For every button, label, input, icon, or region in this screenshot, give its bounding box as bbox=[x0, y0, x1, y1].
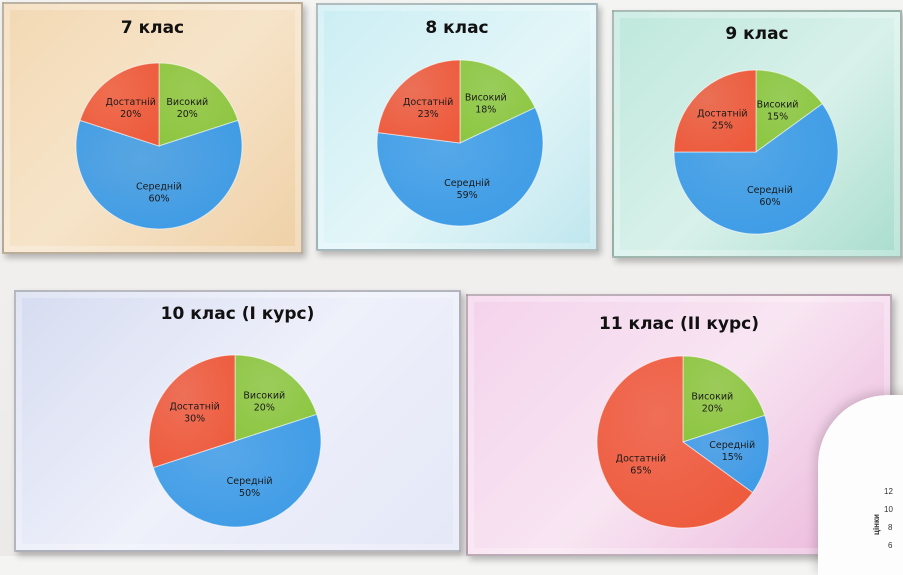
pie-slice-red bbox=[148, 354, 236, 469]
chart-title: 7 клас bbox=[120, 18, 185, 38]
slice-label: Достатній bbox=[616, 453, 666, 464]
slice-value-label: 60% bbox=[759, 197, 780, 208]
pie-card-grade-7: 7 клас Високий 20% Середній 60% Достатній 20% bbox=[2, 2, 303, 254]
slice-label: Достатній bbox=[169, 402, 219, 413]
chart-title: 9 клас bbox=[725, 24, 789, 44]
pie-slice-blue bbox=[376, 106, 544, 227]
pie-slice-red bbox=[377, 59, 461, 144]
slice-label: Високий bbox=[691, 392, 733, 403]
slice-label: Середній bbox=[444, 178, 490, 189]
pie-card-grade-10: 10 клас (І курс) Високий 20% Середній 50% До… bbox=[14, 290, 461, 552]
y-tick-label: 8 bbox=[888, 523, 893, 532]
pie-slice-blue bbox=[681, 414, 770, 494]
slice-value-label: 15% bbox=[722, 452, 743, 463]
slice-label: Достатній bbox=[106, 97, 156, 108]
pie-slice-green bbox=[682, 355, 766, 443]
slice-value-label: 20% bbox=[177, 109, 198, 120]
slice-value-label: 15% bbox=[767, 112, 788, 123]
slice-value-label: 50% bbox=[239, 488, 260, 499]
slice-value-label: 20% bbox=[120, 109, 141, 120]
slice-value-label: 30% bbox=[184, 414, 205, 425]
pie-slice-green bbox=[755, 69, 824, 153]
slice-label: Достатній bbox=[697, 108, 747, 119]
slice-value-label: 20% bbox=[702, 404, 723, 415]
pie-slice-blue bbox=[152, 413, 322, 528]
slice-value-label: 60% bbox=[148, 194, 169, 205]
y-tick-label: 6 bbox=[888, 541, 893, 550]
pie-slice-red bbox=[79, 62, 160, 147]
pie-card-grade-8: 8 клас Високий 18% Середній 59% Достатній 23% bbox=[316, 3, 598, 251]
chart-title: 8 клас bbox=[425, 18, 489, 38]
chart-title: 11 клас (ІІ курс) bbox=[598, 314, 759, 334]
y-tick-label: 10 bbox=[884, 505, 893, 514]
pie-card-grade-9: 9 клас Високий 15% Середній 60% Достатній 25% bbox=[612, 10, 902, 258]
slice-label: Достатній bbox=[403, 97, 453, 108]
slice-label: Високий bbox=[243, 391, 285, 402]
slice-label: Середній bbox=[227, 476, 273, 487]
slice-label: Високий bbox=[166, 97, 208, 108]
slice-value-label: 25% bbox=[712, 120, 733, 131]
pie-slice-green bbox=[158, 62, 239, 147]
slice-value-label: 65% bbox=[630, 465, 651, 476]
slice-value-label: 18% bbox=[475, 104, 496, 115]
slice-label: Середній bbox=[136, 182, 182, 193]
chart-title: 10 клас (І курс) bbox=[160, 304, 315, 324]
slice-value-label: 59% bbox=[457, 190, 478, 201]
slice-value-label: 23% bbox=[418, 109, 439, 120]
slice-label: Середній bbox=[747, 185, 793, 196]
pie-slice-green bbox=[234, 354, 318, 442]
pie-slice-red bbox=[596, 355, 754, 529]
pie-slice-red bbox=[673, 69, 757, 153]
slice-label: Високий bbox=[465, 92, 507, 103]
pie-slice-blue bbox=[75, 119, 243, 230]
pie-slice-green bbox=[459, 59, 536, 144]
pie-slice-blue bbox=[673, 103, 839, 235]
partial-chart-overlay: 12 10 8 6 цінки bbox=[818, 395, 903, 575]
y-axis-label: цінки bbox=[871, 514, 881, 535]
y-tick-label: 12 bbox=[884, 487, 893, 496]
slice-label: Середній bbox=[709, 440, 755, 451]
slice-value-label: 20% bbox=[254, 403, 275, 414]
slice-label: Високий bbox=[757, 100, 799, 111]
